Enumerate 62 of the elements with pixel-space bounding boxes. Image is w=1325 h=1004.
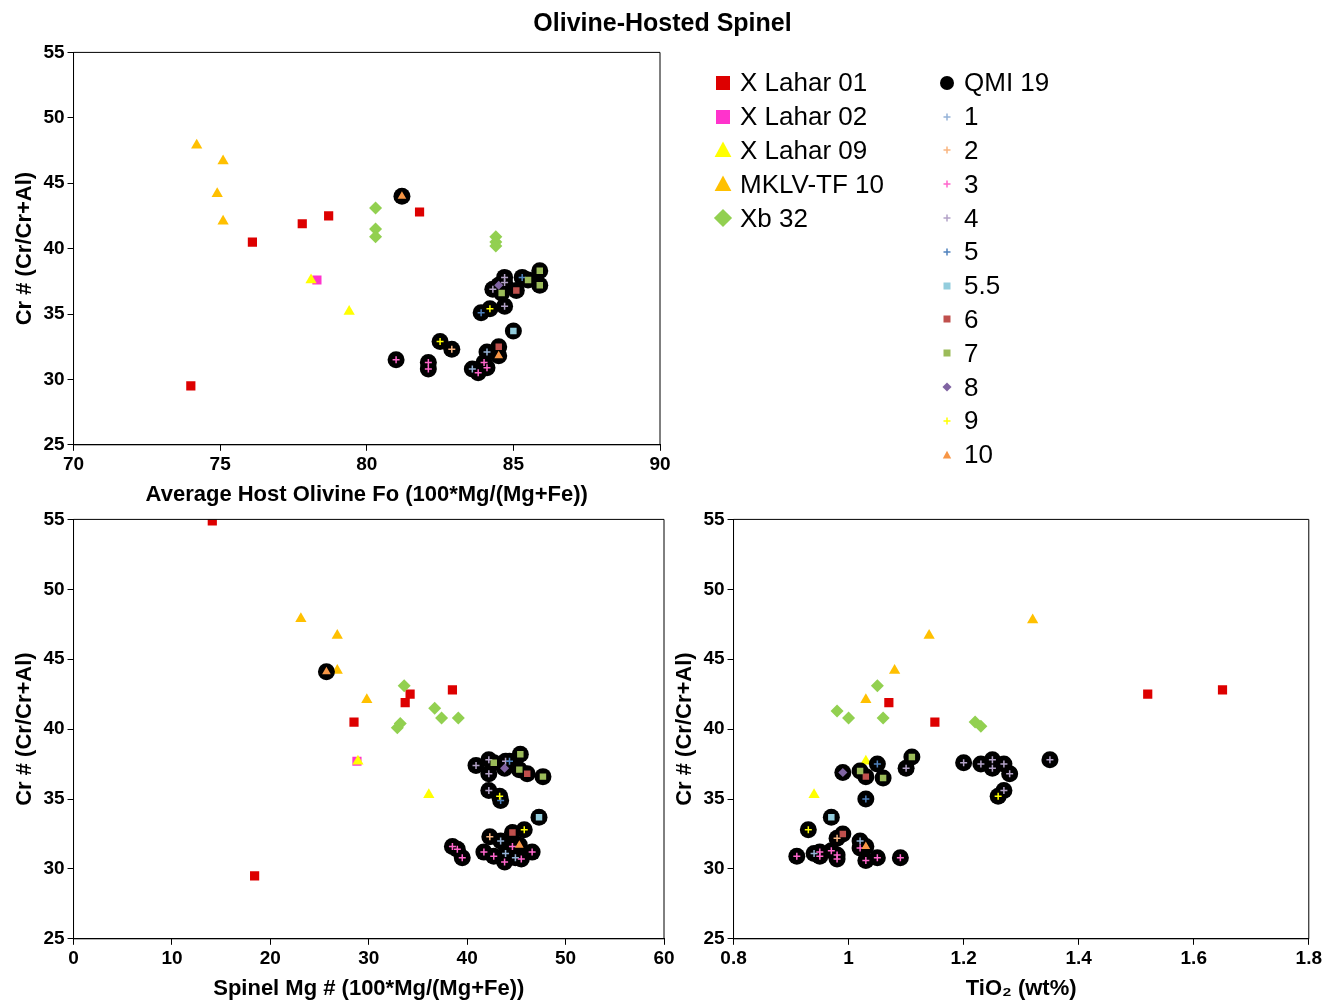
legend-label: 2 (964, 134, 979, 166)
y-tick-label: 30 (43, 367, 65, 389)
y-tick-label: 40 (43, 717, 65, 739)
x-axis-title: Average Host Olivine Fo (100*Mg/(Mg+Fe)) (145, 480, 588, 506)
x-tick-label: 0.8 (720, 947, 747, 969)
legend-label: MKLV-TF 10 (740, 168, 885, 200)
x-tick-label: 1.2 (950, 947, 977, 969)
y-axis-title: Cr # (Cr/Cr+Al) (671, 652, 697, 806)
y-tick-label: 40 (703, 717, 725, 739)
x-tick-label: 50 (555, 947, 577, 969)
x-tick-label: 85 (502, 453, 525, 475)
y-tick-label: 25 (43, 927, 65, 949)
y-tick-label: 55 (703, 507, 725, 529)
x-tick-label: 1.8 (1295, 947, 1322, 969)
x-tick-label: 0 (68, 947, 79, 969)
legend-label: 8 (964, 371, 979, 403)
legend-label: Xb 32 (740, 202, 808, 234)
y-tick-label: 35 (43, 302, 65, 324)
y-tick-label: 30 (703, 857, 725, 879)
legend-label: 5 (964, 236, 979, 268)
x-axis-title: Spinel Mg # (100*Mg/(Mg+Fe)) (213, 974, 525, 1000)
x-tick-label: 60 (653, 947, 675, 969)
legend-label: 6 (964, 303, 979, 335)
y-tick-label: 35 (703, 787, 725, 809)
legend-label: 4 (964, 202, 979, 234)
legend-label: X Lahar 01 (740, 67, 868, 99)
x-tick-label: 90 (649, 453, 671, 475)
y-tick-label: 55 (43, 40, 65, 62)
legend-label: 3 (964, 168, 979, 200)
y-tick-label: 25 (703, 927, 725, 949)
y-tick-label: 45 (43, 171, 65, 193)
legend-label: X Lahar 09 (740, 134, 868, 166)
legend-label: 7 (964, 337, 979, 369)
x-tick-label: 70 (62, 453, 85, 475)
x-tick-label: 1 (843, 947, 855, 969)
y-tick-label: 30 (43, 857, 65, 879)
legend-label: 1 (964, 101, 979, 133)
y-axis-title: Cr # (Cr/Cr+Al) (11, 171, 37, 326)
y-tick-label: 35 (43, 787, 65, 809)
legend-label: X Lahar 02 (740, 101, 868, 133)
y-tick-label: 40 (43, 236, 65, 258)
y-axis-title: Cr # (Cr/Cr+Al) (11, 652, 37, 806)
legend-label: 5.5 (964, 270, 1001, 302)
x-tick-label: 75 (209, 453, 232, 475)
legend-label: 9 (964, 405, 979, 437)
x-tick-label: 30 (358, 947, 380, 969)
y-tick-label: 50 (43, 577, 65, 599)
y-tick-label: 45 (703, 647, 725, 669)
x-tick-label: 80 (356, 453, 378, 475)
y-tick-label: 50 (43, 106, 65, 128)
x-tick-label: 1.4 (1065, 947, 1093, 969)
x-axis-title: TiO₂ (wt%) (965, 974, 1077, 1000)
y-tick-label: 55 (43, 507, 65, 529)
y-tick-label: 45 (43, 647, 65, 669)
x-tick-label: 10 (161, 947, 183, 969)
y-tick-label: 50 (703, 577, 725, 599)
x-tick-label: 1.6 (1180, 947, 1207, 969)
y-tick-label: 25 (43, 433, 65, 455)
x-tick-label: 20 (259, 947, 281, 969)
legend-label: QMI 19 (964, 67, 1050, 99)
chart-title: Olivine-Hosted Spinel (532, 8, 793, 37)
x-tick-label: 40 (456, 947, 478, 969)
